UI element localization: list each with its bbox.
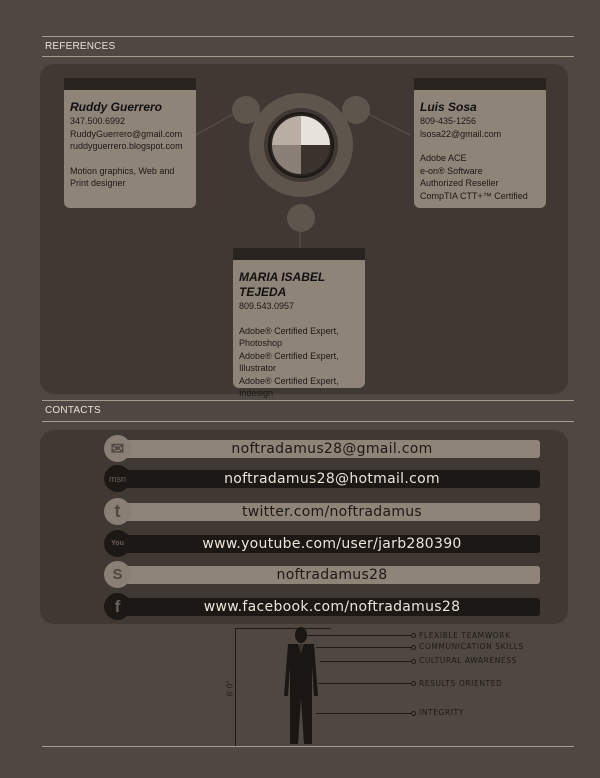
height-bracket [235, 628, 331, 746]
reference-phone: 347.500.6992 [70, 116, 126, 126]
msn-icon: msn [104, 465, 131, 492]
facebook-icon: f [104, 593, 131, 620]
skill-line [302, 635, 414, 636]
reference-card-maria: MARIA ISABEL TEJEDA 809.543.0957 Adobe® … [233, 248, 365, 398]
contacts-rule [42, 421, 574, 422]
contacts-panel [40, 430, 568, 624]
skill-results-oriented: RESULTS ORIENTED [419, 679, 503, 688]
skill-dot [411, 645, 416, 650]
reference-note: Motion graphics, Web and [70, 165, 175, 176]
reference-note: Adobe ACE [420, 153, 467, 163]
contact-row-email[interactable]: noftradamus28@gmail.com ✉ [104, 435, 540, 462]
contact-facebook[interactable]: www.facebook.com/noftradamus28 [124, 598, 540, 616]
reference-note: Print designer [70, 178, 126, 188]
top-rule [42, 36, 574, 37]
skill-integrity: INTEGRITY [419, 708, 464, 717]
contact-row-msn[interactable]: noftradamus28@hotmail.com msn [104, 465, 540, 492]
card-tab [414, 78, 546, 90]
card-tab [64, 78, 196, 90]
reference-note: Adobe® Certified Expert, [239, 325, 339, 336]
contact-row-twitter[interactable]: twitter.com/noftradamus t [104, 498, 540, 525]
reference-name: Luis Sosa [420, 100, 477, 114]
skill-dot [411, 711, 416, 716]
skill-cultural-awareness: CULTURAL AWARENESS [419, 656, 518, 665]
reference-email: RuddyGuerrero@gmail.com [70, 128, 183, 139]
skill-flexible-teamwork: FLEXIBLE TEAMWORK [419, 631, 511, 640]
email-icon: ✉ [104, 435, 131, 462]
skype-icon: S [104, 561, 131, 588]
contact-row-facebook[interactable]: www.facebook.com/noftradamus28 f [104, 593, 540, 620]
youtube-icon: You [104, 530, 131, 557]
contact-email[interactable]: noftradamus28@gmail.com [124, 440, 540, 458]
network-hub-graphic [232, 93, 370, 232]
reference-phone: 809-435-1256 [420, 116, 477, 126]
reference-note: e-on® Software [420, 165, 483, 176]
reference-note: Authorized Reseller [420, 178, 499, 188]
reference-note: Illustrator [239, 363, 277, 373]
reference-name: Ruddy Guerrero [70, 100, 163, 114]
contacts-rule-top [42, 400, 574, 401]
references-title: REFERENCES [45, 41, 116, 52]
reference-note: Adobe® Certified Expert, [239, 350, 339, 361]
contact-row-youtube[interactable]: www.youtube.com/user/jarb280390 You [104, 530, 540, 557]
references-rule [42, 56, 574, 57]
reference-note: Adobe® Certified Expert, [239, 375, 339, 386]
bottom-rule [42, 746, 574, 747]
skill-line [318, 683, 414, 684]
contact-skype[interactable]: noftradamus28 [124, 566, 540, 584]
skill-dot [411, 633, 416, 638]
contact-youtube[interactable]: www.youtube.com/user/jarb280390 [124, 535, 540, 553]
skill-dot [411, 681, 416, 686]
skill-line [320, 661, 414, 662]
reference-card-ruddy: Ruddy Guerrero 347.500.6992 RuddyGuerrer… [64, 78, 196, 208]
reference-note: Indesign [239, 388, 274, 398]
contact-row-skype[interactable]: noftradamus28 S [104, 561, 540, 588]
reference-note: Photoshop [239, 338, 283, 348]
reference-email: lsosa22@gmail.com [420, 128, 502, 139]
contact-twitter[interactable]: twitter.com/noftradamus [124, 503, 540, 521]
height-label: 6' 0" [225, 680, 235, 697]
card-tab [233, 248, 365, 260]
skill-line [316, 713, 414, 714]
skill-dot [411, 659, 416, 664]
reference-phone: 809.543.0957 [239, 301, 295, 311]
reference-blog: ruddyguerrero.blogspot.com [70, 141, 183, 151]
reference-note: CompTIA CTT+™ Certified [420, 190, 528, 201]
skill-line [316, 647, 414, 648]
reference-card-luis: Luis Sosa 809-435-1256 lsosa22@gmail.com… [414, 78, 546, 208]
person-silhouette [284, 627, 318, 744]
contact-msn[interactable]: noftradamus28@hotmail.com [124, 470, 540, 488]
reference-name: MARIA ISABEL TEJEDA [239, 270, 326, 299]
contacts-title: CONTACTS [45, 405, 101, 416]
twitter-icon: t [104, 498, 131, 525]
skill-communication: COMMUNICATION SKILLS [419, 642, 524, 651]
